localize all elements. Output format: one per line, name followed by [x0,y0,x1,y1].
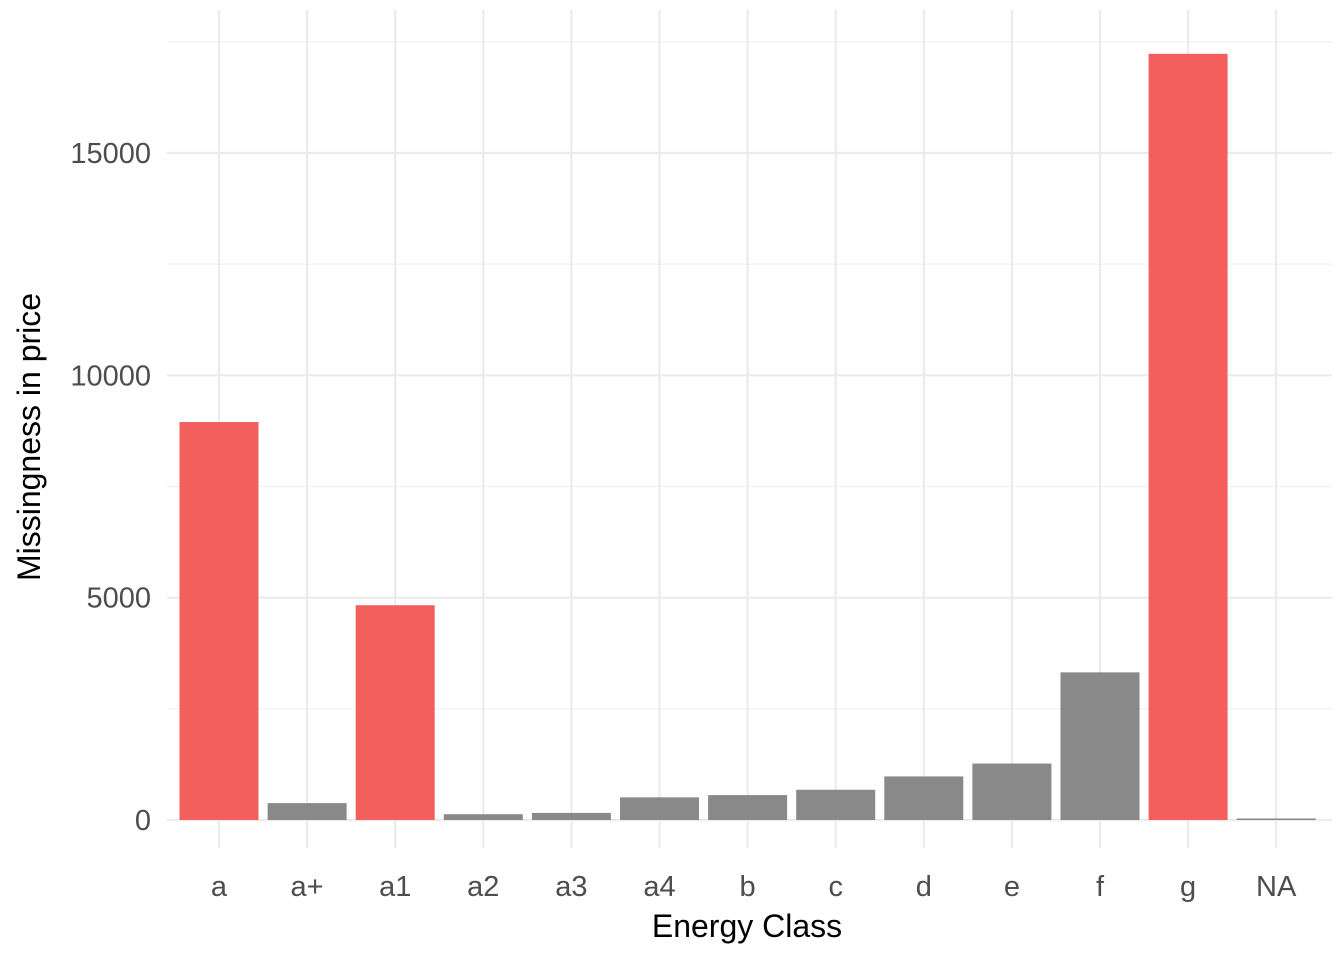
x-tick-label: NA [1256,871,1297,903]
x-tick-label: e [1004,871,1020,903]
x-axis-ticks: a a+ a1 a2 a3 a4 b c d e f g NA [211,871,1297,903]
x-tick-label: a [211,871,228,903]
bar-a+ [267,803,347,820]
y-tick-label: 5000 [86,583,151,615]
bar-d [884,776,964,820]
x-tick-label: a2 [467,871,499,903]
x-axis-title: Energy Class [652,908,842,944]
y-tick-label: 10000 [70,360,151,392]
x-tick-label: f [1096,871,1105,903]
x-tick-label: b [740,871,756,903]
bar-a1 [355,605,435,820]
y-axis-title: Missingness in price [11,293,47,581]
y-tick-label: 0 [135,805,151,837]
bar-b [708,795,788,820]
bar-a4 [620,797,699,820]
bar-NA [1236,818,1316,820]
x-tick-label: a4 [643,871,675,903]
y-tick-label: 15000 [70,138,151,170]
bar-a [179,422,259,820]
x-tick-label: g [1180,871,1196,903]
bars [179,53,1316,820]
bar-g [1148,53,1228,820]
x-tick-label: a3 [555,871,587,903]
bar-a2 [443,814,523,820]
bar-f [1060,672,1140,820]
x-tick-label: a+ [291,871,324,903]
x-tick-label: d [916,871,932,903]
x-tick-label: a1 [379,871,411,903]
bar-a3 [531,812,611,820]
y-axis-ticks: 0 5000 10000 15000 [70,138,151,837]
bar-c [796,789,876,820]
bar-e [972,763,1052,820]
x-tick-label: c [828,871,843,903]
